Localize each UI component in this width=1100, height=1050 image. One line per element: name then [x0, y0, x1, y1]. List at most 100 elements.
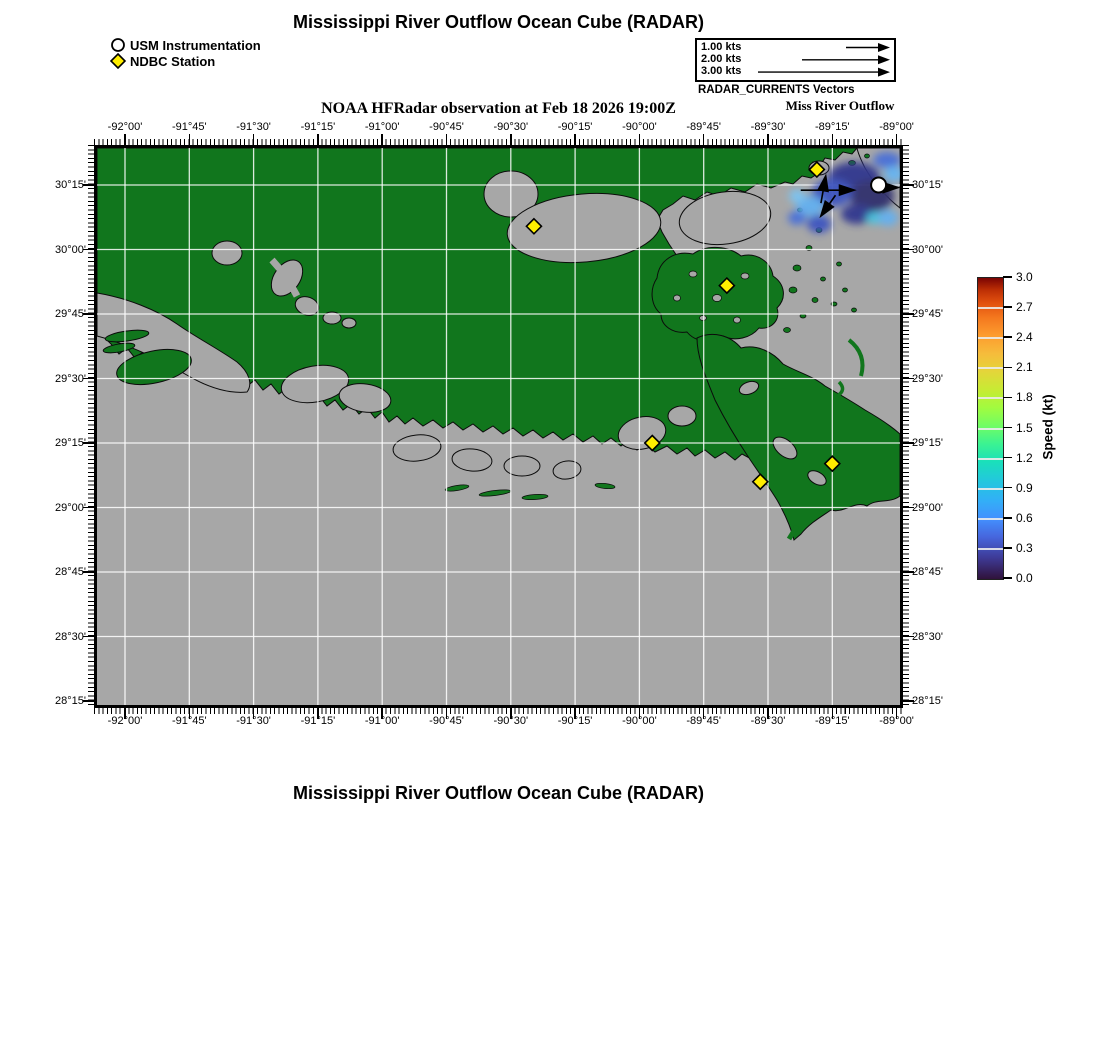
- colorbar-tick-dash: [1003, 547, 1012, 549]
- lon-axis-label-top: -89°00': [879, 121, 914, 133]
- lon-major-tick: [832, 708, 834, 719]
- lon-axis-label-top: -90°00': [622, 121, 657, 133]
- diamond-icon: [110, 53, 127, 69]
- lon-axis-label-top: -92°00': [108, 121, 143, 133]
- colorbar-tick-line: [978, 307, 1003, 309]
- colorbar-tick-dash: [1003, 517, 1012, 519]
- lat-axis-label-left: 28°30': [20, 631, 86, 643]
- lon-major-tick: [703, 708, 705, 719]
- scale-arrow-head: [878, 68, 890, 77]
- circle-icon: [110, 37, 127, 53]
- colorbar-tick-line: [978, 518, 1003, 520]
- lon-major-tick: [253, 134, 255, 145]
- marker-legend: USM Instrumentation NDBC Station: [110, 37, 261, 69]
- lat-major-tick: [903, 571, 914, 573]
- legend-item-ndbc: NDBC Station: [110, 53, 261, 69]
- figure-bottom-title: Mississippi River Outflow Ocean Cube (RA…: [97, 783, 900, 804]
- lon-major-tick: [767, 134, 769, 145]
- lat-axis-label-left: 29°15': [20, 437, 86, 449]
- figure-title: Mississippi River Outflow Ocean Cube (RA…: [97, 12, 900, 33]
- lat-axis-label-right: 30°15': [912, 179, 943, 191]
- scale-arrow-head: [878, 55, 890, 64]
- colorbar-tick-dash: [1003, 427, 1012, 429]
- colorbar-title: Speed (kt): [1041, 394, 1056, 459]
- lon-major-tick: [446, 134, 448, 145]
- lat-major-tick: [903, 184, 914, 186]
- lon-axis-label-top: -90°45': [429, 121, 464, 133]
- lon-major-tick: [574, 134, 576, 145]
- colorbar-tick-label: 0.0: [1016, 571, 1033, 585]
- lat-major-tick: [83, 571, 94, 573]
- lon-axis-label-top: -91°30': [236, 121, 271, 133]
- lon-major-tick: [896, 134, 898, 145]
- colorbar-tick-dash: [1003, 397, 1012, 399]
- lat-axis-label-left: 28°15': [20, 695, 86, 707]
- lon-axis-label-top: -90°30': [493, 121, 528, 133]
- colorbar-tick-line: [978, 548, 1003, 550]
- lat-axis-label-right: 29°30': [912, 373, 943, 385]
- lat-axis-label-left: 29°30': [20, 373, 86, 385]
- lat-axis-label-right: 29°45': [912, 308, 943, 320]
- lon-major-tick: [639, 708, 641, 719]
- lon-major-tick: [574, 708, 576, 719]
- vector-scale-box: 1.00 kts 2.00 kts 3.00 kts: [695, 38, 896, 82]
- legend-item-usm: USM Instrumentation: [110, 37, 261, 53]
- lon-major-tick: [446, 708, 448, 719]
- lon-major-tick: [317, 708, 319, 719]
- lat-major-tick: [83, 313, 94, 315]
- lat-major-tick: [83, 507, 94, 509]
- colorbar-tick-label: 1.8: [1016, 390, 1033, 404]
- lon-major-tick: [896, 708, 898, 719]
- lon-axis-label-top: -91°00': [365, 121, 400, 133]
- colorbar-tick-dash: [1003, 336, 1012, 338]
- lat-axis-label-left: 28°45': [20, 566, 86, 578]
- region-label: Miss River Outflow: [770, 98, 910, 114]
- lon-axis-label-top: -91°45': [172, 121, 207, 133]
- colorbar-tick-line: [978, 428, 1003, 430]
- colorbar-tick-dash: [1003, 577, 1012, 579]
- colorbar-tick-label: 2.7: [1016, 300, 1033, 314]
- colorbar-tick-dash: [1003, 306, 1012, 308]
- map-canvas: [97, 148, 900, 705]
- lat-major-tick: [903, 507, 914, 509]
- colorbar-tick-label: 2.4: [1016, 330, 1033, 344]
- lat-axis-label-right: 28°45': [912, 566, 943, 578]
- lon-major-tick: [381, 708, 383, 719]
- colorbar-tick-label: 0.9: [1016, 481, 1033, 495]
- lat-axis-label-left: 29°45': [20, 308, 86, 320]
- lat-axis-label-right: 29°00': [912, 502, 943, 514]
- lon-axis-label-top: -91°15': [301, 121, 336, 133]
- colorbar-tick-line: [978, 397, 1003, 399]
- colorbar-tick-label: 1.2: [1016, 451, 1033, 465]
- map-frame: [97, 148, 900, 705]
- colorbar-tick-label: 2.1: [1016, 360, 1033, 374]
- lat-major-tick: [903, 442, 914, 444]
- scale-arrow-head: [878, 43, 890, 52]
- colorbar-tick-line: [978, 367, 1003, 369]
- lat-major-tick: [83, 636, 94, 638]
- lon-axis-label-top: -89°45': [686, 121, 721, 133]
- lat-axis-label-left: 30°15': [20, 179, 86, 191]
- lon-major-tick: [189, 708, 191, 719]
- lon-major-tick: [124, 134, 126, 145]
- usm-station-marker: [871, 178, 886, 193]
- lat-major-tick: [83, 378, 94, 380]
- lat-major-tick: [903, 378, 914, 380]
- lon-major-tick: [381, 134, 383, 145]
- legend-label-usm: USM Instrumentation: [130, 38, 261, 53]
- colorbar-tick-label: 0.3: [1016, 541, 1033, 555]
- vector-scale-arrows: [697, 40, 894, 80]
- lon-major-tick: [253, 708, 255, 719]
- colorbar-tick-dash: [1003, 367, 1012, 369]
- colorbar-tick-line: [978, 488, 1003, 490]
- lon-major-tick: [124, 708, 126, 719]
- colorbar-tick-dash: [1003, 276, 1012, 278]
- colorbar-tick-line: [978, 458, 1003, 460]
- lat-major-tick: [83, 184, 94, 186]
- lon-axis-label-top: -89°30': [751, 121, 786, 133]
- lat-major-tick: [83, 442, 94, 444]
- colorbar-tick-label: 0.6: [1016, 511, 1033, 525]
- lat-axis-label-right: 28°15': [912, 695, 943, 707]
- lon-major-tick: [510, 708, 512, 719]
- lat-major-tick: [83, 700, 94, 702]
